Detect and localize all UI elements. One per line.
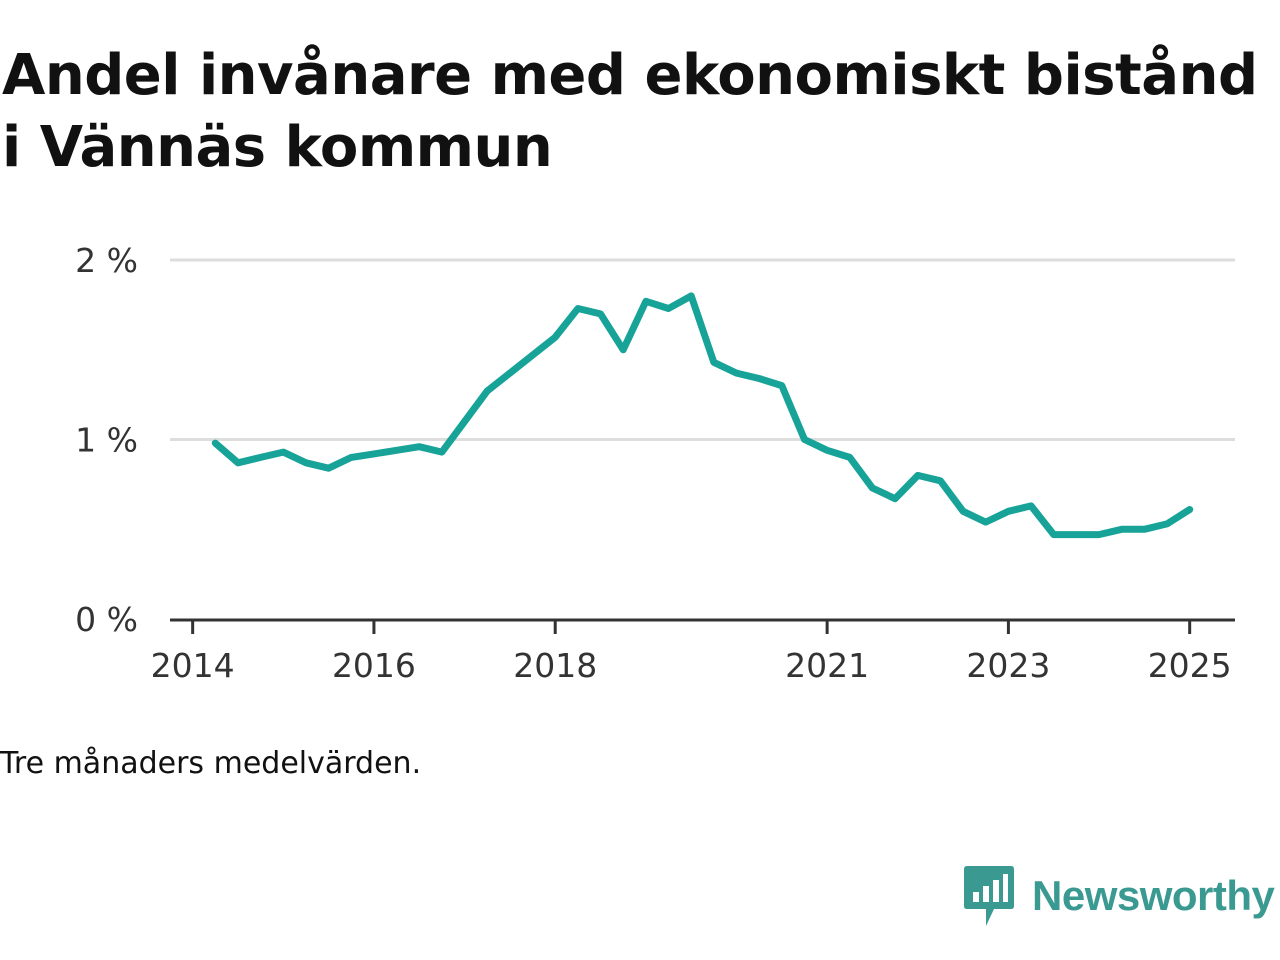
x-tick-label: 2025	[1148, 646, 1232, 685]
data-point	[914, 472, 921, 479]
x-axis: 2014 2016 2018 2021 2023 2025	[151, 618, 1235, 685]
x-tick-label: 2014	[151, 646, 235, 685]
data-point	[257, 454, 264, 461]
brand-logo: Newsworthy	[964, 864, 1275, 928]
chart-note: Tre månaders medelvärden.	[0, 746, 422, 781]
data-point	[778, 382, 785, 389]
data-point	[1164, 520, 1171, 527]
data-point	[1005, 508, 1012, 515]
data-point	[597, 310, 604, 317]
y-tick-label: 0 %	[75, 600, 138, 639]
series-line-0	[211, 292, 1194, 539]
data-point	[348, 454, 355, 461]
y-tick-label: 1 %	[75, 421, 138, 460]
data-point	[303, 459, 310, 466]
data-point	[869, 485, 876, 492]
gridlines	[170, 258, 1235, 441]
data-point	[393, 447, 400, 454]
data-point	[960, 508, 967, 515]
data-point	[710, 359, 717, 366]
data-point	[529, 352, 536, 359]
data-point	[1028, 502, 1035, 509]
data-point	[325, 465, 332, 472]
data-point	[1050, 531, 1057, 538]
data-point	[620, 346, 627, 353]
data-point	[756, 375, 763, 382]
brand-name: Newsworthy	[1032, 872, 1275, 919]
data-point	[461, 418, 468, 425]
data-point	[370, 450, 377, 457]
y-tick-label: 2 %	[75, 241, 138, 280]
data-point	[212, 440, 219, 447]
data-point	[801, 436, 808, 443]
data-point	[846, 454, 853, 461]
data-point	[1141, 526, 1148, 533]
data-point	[574, 305, 581, 312]
data-point	[892, 495, 899, 502]
data-point	[1118, 526, 1125, 533]
data-point	[688, 292, 695, 299]
data-point	[438, 449, 445, 456]
data-point	[1073, 531, 1080, 538]
y-axis-labels: 0 % 1 % 2 %	[75, 241, 138, 639]
data-point	[642, 298, 649, 305]
x-tick-label: 2018	[513, 646, 597, 685]
series-layer	[211, 292, 1194, 539]
data-point	[1096, 531, 1103, 538]
x-tick-label: 2023	[966, 646, 1050, 685]
x-tick-label: 2021	[785, 646, 869, 685]
data-point	[824, 447, 831, 454]
data-point	[280, 449, 287, 456]
data-point	[484, 388, 491, 395]
data-point	[982, 519, 989, 526]
data-point	[937, 477, 944, 484]
data-point	[733, 370, 740, 377]
bar-chart-speech-bubble-icon	[964, 866, 1014, 926]
data-point	[552, 334, 559, 341]
data-point	[235, 459, 242, 466]
x-tick-label: 2016	[332, 646, 416, 685]
data-point	[416, 443, 423, 450]
data-point	[665, 305, 672, 312]
data-point	[1186, 506, 1193, 513]
data-point	[506, 370, 513, 377]
page-title: Andel invånare med ekonomiskt bistånd i …	[2, 43, 1258, 180]
